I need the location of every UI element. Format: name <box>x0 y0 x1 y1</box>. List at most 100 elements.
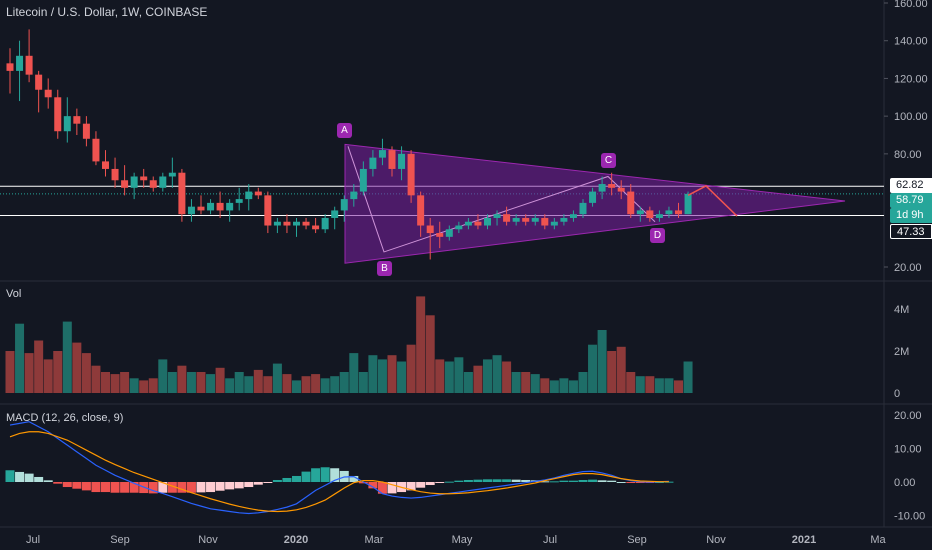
candle-body <box>187 206 195 215</box>
volume-bar <box>177 365 187 393</box>
candle-body <box>111 168 119 181</box>
candle-body <box>331 210 339 218</box>
volume-bar <box>234 372 244 393</box>
candle-body <box>273 221 281 226</box>
macd-histogram-bar <box>120 482 130 493</box>
macd-histogram-bar <box>368 482 378 489</box>
volume-bar <box>559 378 569 393</box>
candle-body <box>235 199 243 203</box>
candle-body <box>684 193 692 215</box>
candle-body <box>522 217 530 222</box>
price-tick-label: 20.00 <box>894 262 922 274</box>
candle-body <box>63 116 71 132</box>
volume-bar <box>463 372 473 393</box>
volume-bar <box>301 376 311 393</box>
macd-histogram-bar <box>540 481 550 483</box>
support-price-tag: 47.33 <box>890 224 932 239</box>
candle-body <box>159 176 167 188</box>
volume-bar <box>578 372 588 393</box>
macd-histogram-bar <box>568 480 578 482</box>
macd-histogram-bar <box>549 481 559 483</box>
candle-body <box>92 138 100 162</box>
candle-body <box>445 229 453 237</box>
candle-body <box>312 225 320 230</box>
volume-bar <box>473 365 483 393</box>
candle-body <box>54 97 62 132</box>
time-tick-label: Jul <box>26 534 40 546</box>
candle-body <box>436 233 444 237</box>
volume-bar <box>158 359 168 393</box>
candle-body <box>82 123 90 139</box>
macd-histogram-bar <box>349 475 359 482</box>
candle-body <box>655 214 663 218</box>
candle-body <box>207 202 215 211</box>
candle-body <box>73 116 81 124</box>
candle-body <box>455 225 463 230</box>
macd-histogram-bar <box>177 482 187 493</box>
volume-bar <box>568 380 578 393</box>
candle-body <box>216 202 224 211</box>
volume-bar <box>674 380 683 393</box>
volume-bar <box>483 359 492 393</box>
candle-body <box>407 153 415 196</box>
candle-body <box>426 225 434 234</box>
candle-body <box>359 168 367 192</box>
volume-bar <box>272 363 282 393</box>
candle-body <box>550 221 558 226</box>
macd-histogram-bar <box>206 482 216 493</box>
candle-body <box>350 191 358 200</box>
macd-histogram-bar <box>253 482 263 485</box>
candle-body <box>178 172 186 215</box>
candle-body <box>675 210 682 215</box>
candle-body <box>646 210 654 218</box>
macd-tick-label: 0.00 <box>894 477 915 489</box>
pattern-point-a: A <box>337 123 352 138</box>
volume-bar <box>43 359 53 393</box>
volume-bar <box>607 351 617 393</box>
pattern-point-d: D <box>650 228 665 243</box>
volume-bar <box>521 372 531 393</box>
macd-histogram-bar <box>5 470 15 482</box>
candle-body <box>226 202 234 211</box>
volume-bar <box>225 378 235 393</box>
macd-histogram-bar <box>62 482 72 488</box>
volume-bar <box>530 374 540 393</box>
candle-body <box>6 63 14 71</box>
macd-histogram-bar <box>406 482 416 491</box>
volume-bar <box>444 361 454 393</box>
volume-bar <box>349 353 359 393</box>
resistance-price-tag: 62.82 <box>890 178 932 193</box>
macd-histogram-bar <box>492 479 502 482</box>
candle-body <box>493 214 501 218</box>
volume-bar <box>120 372 130 393</box>
time-tick-label: Nov <box>198 534 218 546</box>
volume-bar <box>186 372 196 393</box>
macd-histogram-bar <box>72 482 82 489</box>
candle-body <box>627 191 635 215</box>
macd-histogram-bar <box>473 479 483 482</box>
volume-bar <box>397 361 407 393</box>
candle-body <box>665 210 673 215</box>
candle-body <box>140 176 148 181</box>
candle-body <box>293 221 300 226</box>
candle-body <box>474 221 482 226</box>
macd-histogram-bar <box>148 482 158 494</box>
macd-histogram-bar <box>425 482 435 486</box>
volume-bar <box>292 380 301 393</box>
volume-bar <box>196 372 206 393</box>
volume-bar <box>72 342 82 393</box>
macd-histogram-bar <box>483 479 492 482</box>
volume-bar <box>406 344 416 393</box>
candle-body <box>484 217 491 226</box>
macd-histogram-bar <box>215 482 225 491</box>
price-tick-label: 160.00 <box>894 0 928 10</box>
time-tick-label: May <box>452 534 473 546</box>
candle-body <box>264 195 272 226</box>
macd-line <box>9 421 669 515</box>
volume-bar <box>454 357 464 393</box>
volume-bar <box>139 380 149 393</box>
macd-histogram-bar <box>196 482 206 493</box>
macd-histogram-bar <box>158 482 168 493</box>
macd-histogram-bar <box>377 482 387 494</box>
